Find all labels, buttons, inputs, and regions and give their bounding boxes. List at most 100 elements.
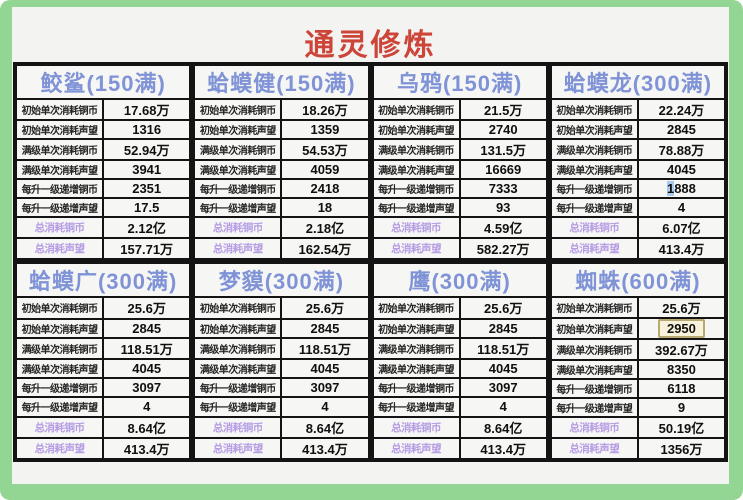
cell-value: 3097 bbox=[280, 377, 370, 399]
row-label: 每升一级递增声望 bbox=[14, 197, 105, 218]
table-row-total: 总消耗声望 157.71万 bbox=[14, 237, 192, 260]
table-row: 满级单次消耗声望 4059 bbox=[193, 159, 370, 180]
cell-value: 2.12亿 bbox=[102, 216, 192, 239]
table-header-row: 蛤蟆健(150满) bbox=[193, 64, 370, 100]
table-header-row: 蛤蟆龙(300满) bbox=[549, 64, 727, 100]
row-label: 每升一级递增铜币 bbox=[549, 178, 639, 199]
row-label: 总消耗铜币 bbox=[549, 216, 639, 239]
row-label: 每升一级递增铜币 bbox=[549, 378, 639, 399]
cell-value: 118.51万 bbox=[458, 336, 548, 360]
cell-value: 4045 bbox=[458, 357, 548, 380]
cell-value: 4045 bbox=[280, 357, 370, 380]
table-row: 每升一级递增铜币 3097 bbox=[193, 377, 370, 399]
table-row: 满级单次消耗声望 4045 bbox=[549, 159, 727, 180]
row-label: 总消耗铜币 bbox=[371, 415, 461, 439]
row-label: 初始单次消耗铜币 bbox=[371, 98, 461, 121]
row-label: 满级单次消耗声望 bbox=[549, 359, 639, 380]
row-label: 每升一级递增铜币 bbox=[193, 377, 283, 399]
cell-value: 2418 bbox=[280, 178, 370, 199]
row-label: 总消耗声望 bbox=[549, 237, 639, 260]
table-header-row: 蛤蟆广(300满) bbox=[14, 261, 192, 299]
table-row: 满级单次消耗声望 3941 bbox=[14, 159, 192, 180]
pet-name-header: 蛤蟆广(300满) bbox=[14, 261, 192, 299]
row-label: 满级单次消耗声望 bbox=[14, 357, 105, 380]
table-row-total: 总消耗铜币 6.07亿 bbox=[549, 216, 727, 239]
pet-name-header: 鹰(300满) bbox=[371, 261, 548, 299]
cell-value: 582.27万 bbox=[458, 237, 548, 260]
table-row: 每升一级递增声望 4 bbox=[371, 396, 548, 418]
row-label: 满级单次消耗声望 bbox=[549, 159, 639, 180]
row-label: 满级单次消耗铜币 bbox=[193, 336, 283, 360]
row-label: 每升一级递增声望 bbox=[371, 197, 461, 218]
table-row: 每升一级递增声望 17.5 bbox=[14, 197, 192, 218]
table-row: 满级单次消耗声望 16669 bbox=[371, 159, 548, 180]
table-row: 每升一级递增声望 9 bbox=[549, 397, 727, 418]
pet-name-header: 蜘蛛(600满) bbox=[549, 262, 727, 298]
row-label: 总消耗声望 bbox=[193, 237, 283, 260]
row-label: 每升一级递增声望 bbox=[14, 396, 105, 418]
table-row: 满级单次消耗声望 4045 bbox=[14, 357, 192, 380]
row-label: 每升一级递增铜币 bbox=[193, 178, 283, 199]
row-label: 满级单次消耗声望 bbox=[371, 357, 461, 380]
cell-value: 78.88万 bbox=[636, 138, 727, 161]
row-label: 每升一级递增铜币 bbox=[14, 178, 105, 199]
row-label: 满级单次消耗铜币 bbox=[371, 336, 461, 360]
cell-value: 25.6万 bbox=[636, 296, 727, 319]
cell-value: 1359 bbox=[280, 119, 370, 140]
cell-value: 8.64亿 bbox=[102, 415, 192, 439]
pet-name-header: 鲛鲨(150满) bbox=[14, 64, 192, 100]
row-label: 总消耗铜币 bbox=[371, 216, 461, 239]
table-row: 初始单次消耗声望 1359 bbox=[193, 119, 370, 140]
table-row-total: 总消耗铜币 4.59亿 bbox=[371, 216, 548, 239]
table-row-total: 总消耗声望 582.27万 bbox=[371, 237, 548, 260]
table-row-total: 总消耗铜币 8.64亿 bbox=[193, 415, 370, 439]
cell-value: 2740 bbox=[458, 119, 548, 140]
row-label: 总消耗铜币 bbox=[549, 416, 639, 439]
table-row: 满级单次消耗铜币 52.94万 bbox=[14, 138, 192, 161]
table-row: 初始单次消耗声望 2845 bbox=[14, 317, 192, 339]
cell-value: 22.24万 bbox=[636, 98, 727, 121]
cell-value: 413.4万 bbox=[102, 436, 192, 461]
cell-value: 4 bbox=[636, 197, 727, 218]
pet-table-grid: 鲛鲨(150满) 初始单次消耗铜币 17.68万 初始单次消耗声望 1316 满级单… bbox=[13, 62, 728, 462]
table-row: 每升一级递增声望 4 bbox=[14, 396, 192, 418]
cell-value: 6.07亿 bbox=[636, 216, 727, 239]
row-label: 满级单次消耗铜币 bbox=[193, 138, 283, 161]
table-row: 初始单次消耗声望 2845 bbox=[193, 317, 370, 339]
table-row-total: 总消耗铜币 8.64亿 bbox=[14, 415, 192, 439]
pet-table-wuya: 乌鸦(150满) 初始单次消耗铜币 21.5万 初始单次消耗声望 2740 满级单次… bbox=[371, 64, 548, 260]
row-label: 初始单次消耗声望 bbox=[549, 317, 639, 340]
cell-value: 6118 bbox=[636, 378, 727, 399]
table-row: 初始单次消耗铜币 22.24万 bbox=[549, 98, 727, 121]
row-label: 满级单次消耗声望 bbox=[371, 159, 461, 180]
table-header-row: 鹰(300满) bbox=[371, 261, 548, 299]
row-label: 初始单次消耗铜币 bbox=[371, 296, 461, 320]
table-row: 满级单次消耗声望 8350 bbox=[549, 359, 727, 380]
row-label: 满级单次消耗声望 bbox=[193, 159, 283, 180]
cell-value: 8350 bbox=[636, 359, 727, 380]
cell-value: 4045 bbox=[636, 159, 727, 180]
row-label: 初始单次消耗声望 bbox=[193, 317, 283, 339]
cell-value: 25.6万 bbox=[102, 296, 192, 320]
row-label: 每升一级递增铜币 bbox=[371, 377, 461, 399]
table-header-row: 蜘蛛(600满) bbox=[549, 262, 727, 298]
cell-value: 17.5 bbox=[102, 197, 192, 218]
page-title: 通灵修炼 bbox=[304, 29, 437, 62]
cell-value: 413.4万 bbox=[280, 436, 370, 461]
cell-value: 3097 bbox=[102, 377, 192, 399]
row-label: 总消耗铜币 bbox=[14, 216, 105, 239]
row-label: 满级单次消耗铜币 bbox=[549, 138, 639, 161]
cell-value: 118.51万 bbox=[102, 336, 192, 360]
table-row-total: 总消耗声望 413.4万 bbox=[14, 436, 192, 461]
cell-value: 4 bbox=[102, 396, 192, 418]
row-label: 初始单次消耗铜币 bbox=[193, 296, 283, 320]
table-row: 满级单次消耗声望 4045 bbox=[193, 357, 370, 380]
row-label: 满级单次消耗声望 bbox=[14, 159, 105, 180]
row-label: 总消耗声望 bbox=[14, 237, 105, 260]
row-label: 每升一级递增铜币 bbox=[371, 178, 461, 199]
table-row: 初始单次消耗铜币 17.68万 bbox=[14, 98, 192, 121]
cell-value: 1316 bbox=[102, 119, 192, 140]
cell-value: 4 bbox=[458, 396, 548, 418]
pet-name-header: 梦貘(300满) bbox=[193, 261, 370, 299]
